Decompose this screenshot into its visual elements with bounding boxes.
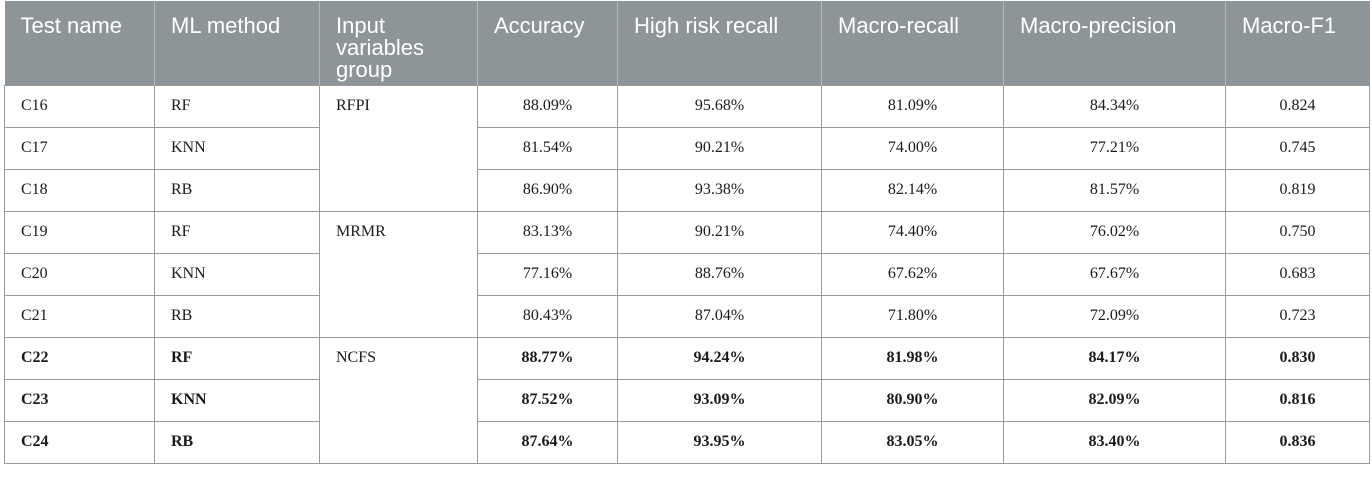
- cell-macro-recall: 74.00%: [821, 126, 1004, 170]
- cell-macro-precision: 82.09%: [1003, 378, 1226, 422]
- cell-ml-method: RB: [154, 420, 320, 464]
- cell-ml-method: KNN: [154, 378, 320, 422]
- header-accuracy: Accuracy: [477, 1, 618, 85]
- table-body: C16 RF RFPI 88.09% 95.68% 81.09% 84.34% 0.824 C1…: [4, 84, 1370, 464]
- cell-ml-method: RB: [154, 168, 320, 212]
- header-high-risk-recall: High risk recall: [617, 1, 822, 85]
- cell-macro-f1: 0.750: [1225, 210, 1370, 254]
- cell-macro-recall: 67.62%: [821, 252, 1004, 296]
- cell-macro-recall: 71.80%: [821, 294, 1004, 338]
- header-input-variables-group: Input variables group: [319, 1, 478, 85]
- cell-macro-recall: 80.90%: [821, 378, 1004, 422]
- cell-test-name: C21: [4, 294, 155, 338]
- cell-accuracy: 81.54%: [477, 126, 618, 170]
- cell-macro-precision: 84.17%: [1003, 336, 1226, 380]
- header-ml-method: ML method: [154, 1, 320, 85]
- cell-macro-recall: 74.40%: [821, 210, 1004, 254]
- cell-test-name: C22: [4, 336, 155, 380]
- cell-test-name: C24: [4, 420, 155, 464]
- cell-high-risk-recall: 93.95%: [617, 420, 822, 464]
- table-row: C16 RF RFPI 88.09% 95.68% 81.09% 84.34% 0.824: [4, 84, 1370, 212]
- header-macro-f1: Macro-F1: [1225, 1, 1370, 85]
- cell-ml-method: KNN: [154, 252, 320, 296]
- cell-input-group: MRMR: [319, 210, 478, 338]
- cell-high-risk-recall: 88.76%: [617, 252, 822, 296]
- cell-ml-method: RF: [154, 84, 320, 128]
- header-macro-precision: Macro-precision: [1003, 1, 1226, 85]
- table-row: C24 RB 87.64% 93.95% 83.05% 83.40% 0.836: [4, 420, 1370, 464]
- cell-macro-f1: 0.723: [1225, 294, 1370, 338]
- cell-high-risk-recall: 87.04%: [617, 294, 822, 338]
- cell-test-name: C17: [4, 126, 155, 170]
- cell-macro-precision: 84.34%: [1003, 84, 1226, 128]
- cell-high-risk-recall: 90.21%: [617, 210, 822, 254]
- table-row: C21 RB 80.43% 87.04% 71.80% 72.09% 0.723: [4, 294, 1370, 338]
- cell-accuracy: 88.77%: [477, 336, 618, 380]
- cell-test-name: C16: [4, 84, 155, 128]
- table-row: C18 RB 86.90% 93.38% 82.14% 81.57% 0.819: [4, 168, 1370, 212]
- cell-high-risk-recall: 94.24%: [617, 336, 822, 380]
- cell-macro-f1: 0.816: [1225, 378, 1370, 422]
- cell-accuracy: 87.64%: [477, 420, 618, 464]
- cell-macro-precision: 76.02%: [1003, 210, 1226, 254]
- cell-macro-recall: 81.98%: [821, 336, 1004, 380]
- cell-macro-f1: 0.683: [1225, 252, 1370, 296]
- cell-ml-method: RF: [154, 336, 320, 380]
- cell-ml-method: RF: [154, 210, 320, 254]
- cell-high-risk-recall: 93.09%: [617, 378, 822, 422]
- cell-macro-recall: 83.05%: [821, 420, 1004, 464]
- cell-test-name: C23: [4, 378, 155, 422]
- cell-high-risk-recall: 93.38%: [617, 168, 822, 212]
- cell-accuracy: 83.13%: [477, 210, 618, 254]
- cell-test-name: C19: [4, 210, 155, 254]
- table-row: C20 KNN 77.16% 88.76% 67.62% 67.67% 0.683: [4, 252, 1370, 296]
- cell-input-group: NCFS: [319, 336, 478, 464]
- cell-macro-f1: 0.824: [1225, 84, 1370, 128]
- cell-input-group: RFPI: [319, 84, 478, 212]
- table-row: C17 KNN 81.54% 90.21% 74.00% 77.21% 0.745: [4, 126, 1370, 170]
- cell-ml-method: KNN: [154, 126, 320, 170]
- cell-accuracy: 86.90%: [477, 168, 618, 212]
- table-row: C19 RF MRMR 83.13% 90.21% 74.40% 76.02% 0.750: [4, 210, 1370, 338]
- header-test-name: Test name: [4, 1, 155, 85]
- cell-macro-precision: 67.67%: [1003, 252, 1226, 296]
- table-row: C22 RF NCFS 88.77% 94.24% 81.98% 84.17% 0.830: [4, 336, 1370, 464]
- cell-ml-method: RB: [154, 294, 320, 338]
- cell-accuracy: 87.52%: [477, 378, 618, 422]
- cell-macro-f1: 0.819: [1225, 168, 1370, 212]
- cell-macro-precision: 81.57%: [1003, 168, 1226, 212]
- cell-macro-f1: 0.745: [1225, 126, 1370, 170]
- results-table: Test name ML method Input variables grou…: [4, 1, 1370, 464]
- cell-accuracy: 80.43%: [477, 294, 618, 338]
- cell-high-risk-recall: 95.68%: [617, 84, 822, 128]
- cell-macro-precision: 83.40%: [1003, 420, 1226, 464]
- cell-test-name: C18: [4, 168, 155, 212]
- cell-accuracy: 77.16%: [477, 252, 618, 296]
- cell-macro-f1: 0.830: [1225, 336, 1370, 380]
- cell-macro-f1: 0.836: [1225, 420, 1370, 464]
- cell-macro-precision: 77.21%: [1003, 126, 1226, 170]
- table-row: C23 KNN 87.52% 93.09% 80.90% 82.09% 0.816: [4, 378, 1370, 422]
- cell-test-name: C20: [4, 252, 155, 296]
- header-macro-recall: Macro-recall: [821, 1, 1004, 85]
- cell-macro-recall: 81.09%: [821, 84, 1004, 128]
- cell-macro-recall: 82.14%: [821, 168, 1004, 212]
- cell-high-risk-recall: 90.21%: [617, 126, 822, 170]
- cell-accuracy: 88.09%: [477, 84, 618, 128]
- cell-macro-precision: 72.09%: [1003, 294, 1226, 338]
- header-row: Test name ML method Input variables grou…: [4, 1, 1370, 85]
